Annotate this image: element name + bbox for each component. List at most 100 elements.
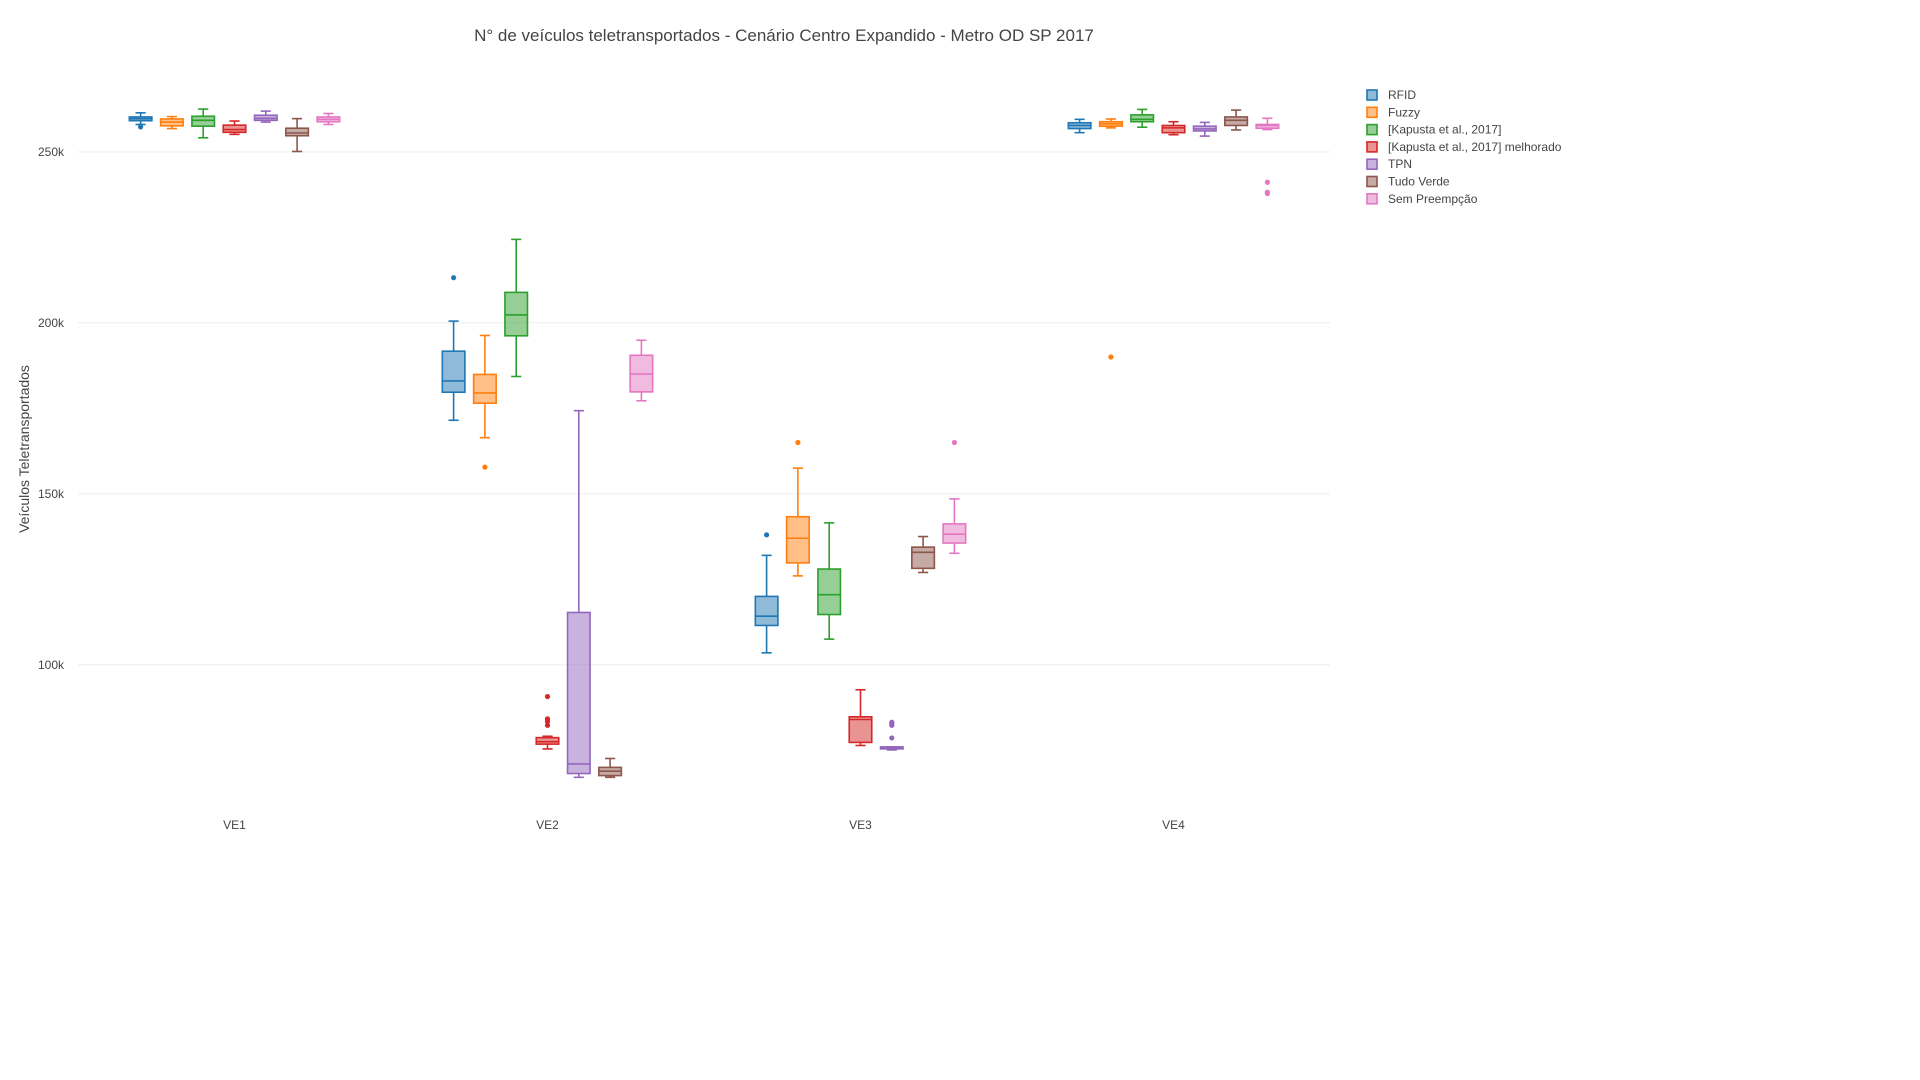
box-mark[interactable] [785,439,810,577]
box-iqr [222,124,247,134]
y-tick-label: 150k [38,487,65,501]
box-mark[interactable] [911,535,936,574]
box-mark[interactable] [1192,121,1217,137]
legend-label: Fuzzy [1388,105,1420,119]
x-tick-label: VE2 [536,818,559,832]
series-group [222,120,1186,750]
outlier-point [482,464,488,470]
box-mark[interactable] [942,439,967,555]
box-iqr [1161,124,1186,134]
x-tick-label: VE4 [1162,818,1185,832]
box-mark[interactable] [441,275,466,422]
series-group [191,108,1155,640]
box-mark[interactable] [1098,118,1123,360]
y-tick-label: 250k [38,145,65,159]
box-mark[interactable] [879,719,904,751]
legend[interactable]: RFID Fuzzy [Kapusta et al., 2017] [Kapusta … [1366,88,1562,206]
box-iqr [472,373,497,404]
legend-item[interactable]: [Kapusta et al., 2017] melhorado [1366,140,1562,154]
legend-label: RFID [1388,88,1416,102]
outlier-point [544,716,551,722]
box-iqr [1255,123,1280,130]
box-iqr [535,736,560,745]
legend-swatch [1366,158,1378,170]
box-series [128,108,1280,779]
series-group [128,112,1092,654]
box-iqr [504,291,529,337]
outlier-point [889,719,895,725]
outlier-point [451,275,457,281]
outlier-point [1264,189,1270,195]
legend-swatch [1366,175,1378,188]
x-axis-ticks: VE1 VE2 VE3 VE4 [223,818,1185,832]
legend-item[interactable]: Tudo Verde [1366,175,1450,189]
box-mark[interactable] [629,339,654,402]
outlier-point [544,722,551,728]
box-mark[interactable] [566,409,591,779]
outlier-point [889,735,895,741]
box-iqr [191,115,216,127]
legend-item[interactable]: [Kapusta et al., 2017] [1366,123,1501,137]
outlier-point [544,693,551,700]
box-mark[interactable] [285,117,310,153]
series-group [159,115,1123,577]
outlier-point [138,124,144,130]
box-iqr [1130,114,1155,123]
legend-item[interactable]: Sem Preempção [1366,192,1478,206]
y-tick-label: 200k [38,316,65,330]
legend-swatch [1366,123,1378,136]
box-mark[interactable] [1130,108,1155,128]
box-mark[interactable] [191,108,216,139]
box-iqr [1224,116,1249,127]
box-iqr [441,350,466,394]
box-mark[interactable] [253,110,278,123]
box-iqr [817,568,842,616]
box-mark[interactable] [598,757,623,779]
box-mark[interactable] [754,532,779,654]
box-mark[interactable] [1067,118,1092,134]
box-mark[interactable] [535,693,560,750]
box-iqr [848,715,873,744]
legend-label: Tudo Verde [1388,175,1450,189]
box-mark[interactable] [1161,120,1186,136]
box-mark[interactable] [504,238,529,378]
box-mark[interactable] [128,112,153,130]
box-mark[interactable] [1224,109,1249,131]
x-tick-label: VE3 [849,818,872,832]
outlier-point [1108,354,1114,360]
series-group [285,109,1249,779]
box-iqr [911,546,936,570]
legend-swatch [1366,106,1378,119]
legend-item[interactable]: RFID [1366,88,1416,102]
legend-label: TPN [1388,157,1412,171]
box-mark[interactable] [472,334,497,470]
box-mark[interactable] [848,688,873,747]
box-plot-chart: N° de veículos teletransportados - Cenár… [16,26,1562,832]
legend-swatch [1366,89,1378,101]
box-iqr [785,515,810,564]
y-tick-label: 100k [38,658,65,672]
box-iqr [566,611,591,775]
legend-label: [Kapusta et al., 2017] [1388,123,1501,137]
series-group [316,112,1280,555]
legend-label: Sem Preempção [1388,192,1478,206]
series-group [253,110,1217,779]
y-axis-ticks: 100k 150k 200k 250k [38,145,65,672]
gridlines [78,151,1330,666]
legend-swatch [1366,193,1378,205]
legend-item[interactable]: Fuzzy [1366,105,1420,119]
box-mark[interactable] [159,115,184,130]
outlier-point [795,439,801,446]
box-iqr [285,127,310,137]
outlier-point [1264,179,1270,185]
outlier-point [951,439,958,446]
box-mark[interactable] [817,522,842,640]
box-mark[interactable] [1255,117,1280,197]
legend-swatch [1366,141,1378,153]
y-axis-title: Veículos Teletransportados [16,365,32,533]
box-mark[interactable] [222,120,247,136]
legend-label: [Kapusta et al., 2017] melhorado [1388,140,1562,154]
chart-title: N° de veículos teletransportados - Cenár… [474,26,1094,45]
legend-item[interactable]: TPN [1366,157,1412,171]
box-mark[interactable] [316,112,341,126]
